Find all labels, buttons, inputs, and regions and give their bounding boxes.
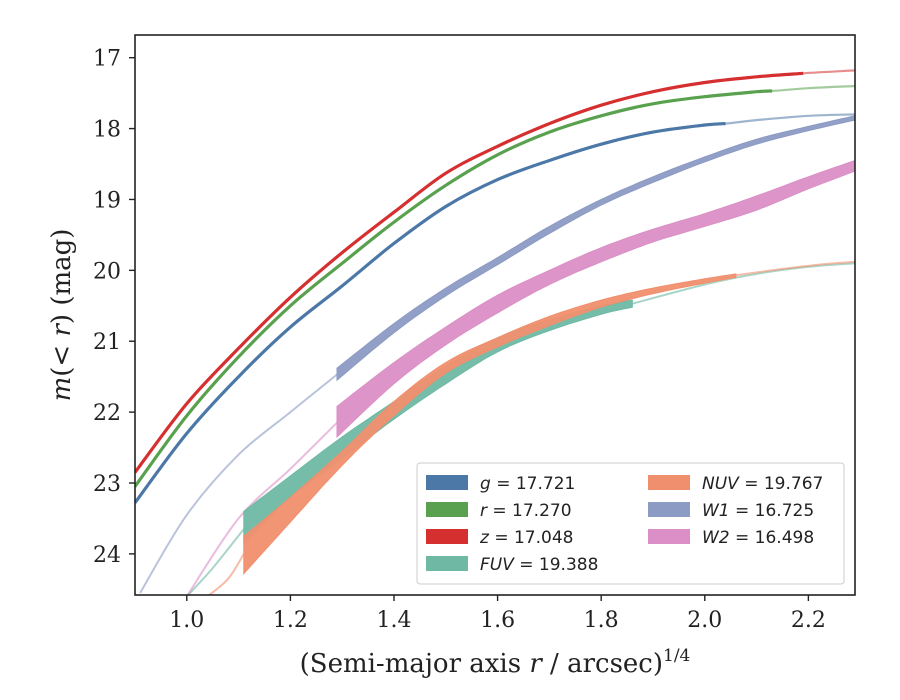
legend-label-nuv: NUV = 19.767 — [702, 474, 823, 494]
series-z-extrapolation — [135, 69, 855, 474]
legend-label-z: z = 17.048 — [479, 528, 573, 548]
series-w1-extrapolation-0 — [139, 373, 338, 594]
legend-swatch-w1 — [648, 502, 690, 517]
x-tick-label: 1.6 — [480, 608, 515, 633]
series-z-line — [135, 71, 804, 474]
y-axis-title: m(< r) (mag) — [47, 229, 77, 402]
legend-label-w2: W2 = 16.498 — [702, 528, 814, 548]
x-axis-title: (Semi-major axis r / arcsec)1/4 — [300, 646, 691, 679]
legend-swatch-fuv — [426, 556, 468, 571]
x-tick-label: 1.8 — [584, 608, 619, 633]
y-tick-label: 24 — [93, 543, 121, 568]
series-w1-band — [336, 115, 855, 382]
x-tick-label: 2.0 — [687, 608, 722, 633]
series-r-line — [135, 89, 773, 488]
data-bands — [135, 71, 855, 576]
y-tick-label: 21 — [93, 330, 121, 355]
legend-swatch-r — [426, 502, 468, 517]
legend-swatch-z — [426, 529, 468, 544]
x-tick-label: 1.0 — [169, 608, 204, 633]
legend-label-fuv: FUV = 19.388 — [480, 555, 598, 575]
legend-swatch-w2 — [648, 529, 690, 544]
series-nuv-band — [243, 273, 737, 576]
legend-box — [416, 462, 845, 585]
y-tick-label: 20 — [93, 259, 121, 284]
y-tick-label: 22 — [93, 401, 121, 426]
y-axis: 17 18 19 20 21 22 23 24 — [93, 47, 135, 568]
legend-swatch-nuv — [648, 475, 690, 490]
legend-label-w1: W1 = 16.725 — [702, 501, 814, 521]
series-w2-extrapolation-0 — [186, 421, 338, 595]
series-fuv-extrapolation-0 — [186, 528, 245, 595]
y-tick-label: 23 — [93, 472, 121, 497]
legend-label-g: g = 17.721 — [480, 474, 575, 494]
series-nuv-extrapolation-1 — [735, 260, 855, 277]
legend-label-r: r = 17.270 — [480, 501, 572, 521]
plot-frame — [134, 34, 856, 596]
series-g-line — [135, 122, 726, 504]
series-fuv-extrapolation-1 — [632, 262, 855, 305]
series-nuv-extrapolation-0 — [207, 553, 245, 595]
y-tick-label: 19 — [93, 188, 121, 213]
series-w2-band — [336, 159, 855, 439]
legend-swatch-g — [426, 475, 468, 490]
y-tick-label: 17 — [93, 47, 121, 72]
y-tick-label: 18 — [93, 118, 121, 143]
x-tick-label: 2.2 — [791, 608, 826, 633]
legend: g = 17.721 r = 17.270 z = 17.048 FUV = 19.3… — [416, 462, 845, 585]
x-tick-label: 1.4 — [376, 608, 411, 633]
x-axis: 1.0 1.2 1.4 1.6 1.8 2.0 2.2 — [169, 595, 826, 633]
x-tick-label: 1.2 — [273, 608, 308, 633]
